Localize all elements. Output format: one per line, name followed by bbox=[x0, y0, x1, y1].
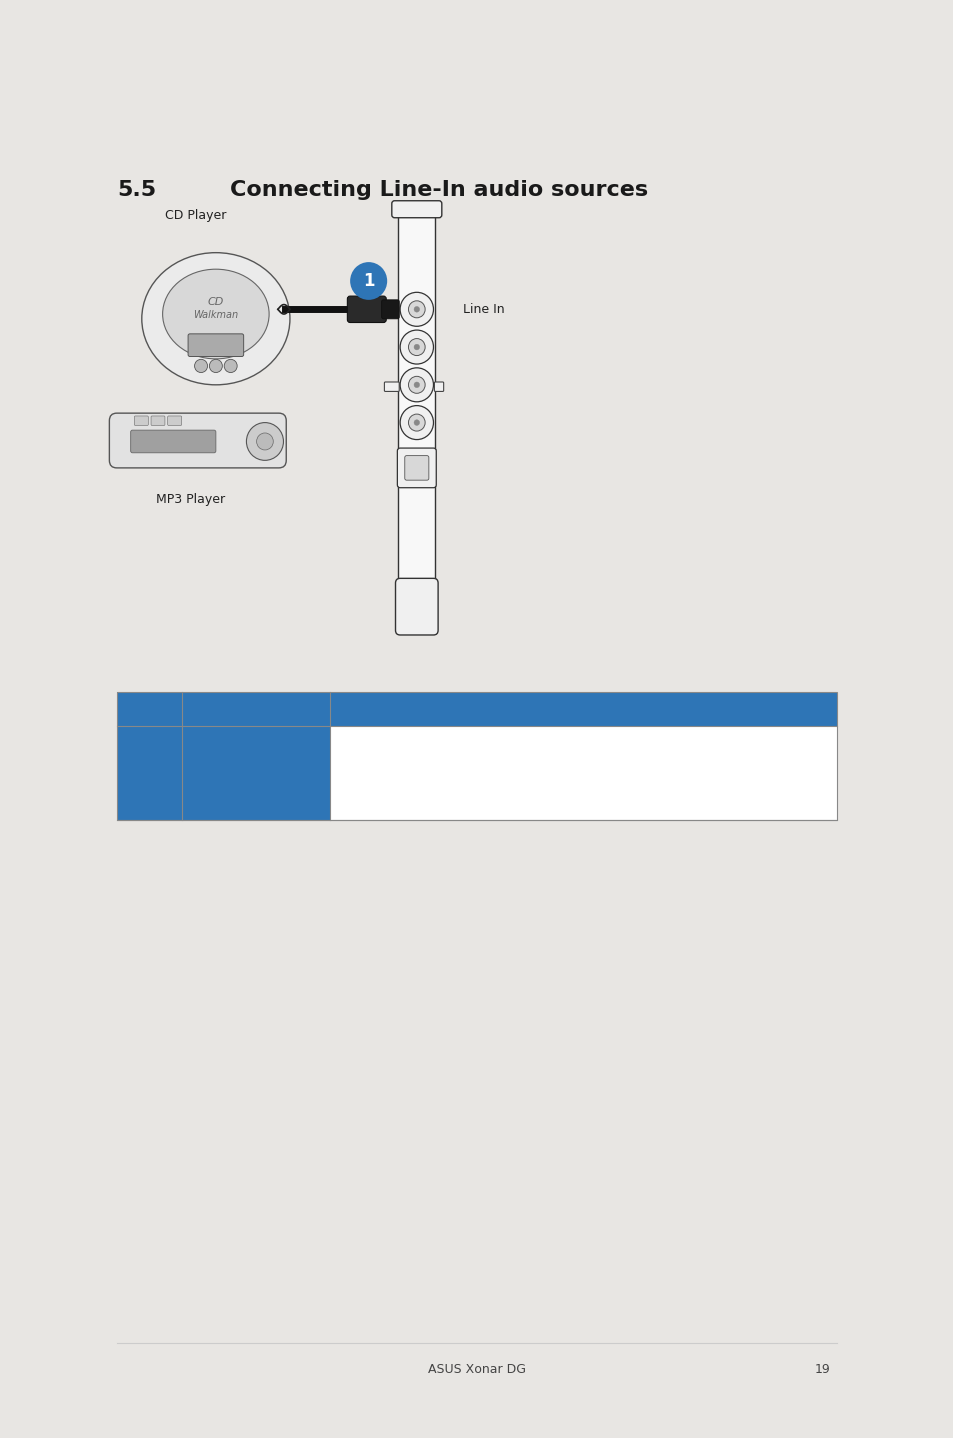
Text: No: No bbox=[128, 702, 149, 716]
Bar bbox=[330, 726, 837, 820]
Circle shape bbox=[224, 360, 237, 372]
FancyBboxPatch shape bbox=[168, 416, 181, 426]
Bar bbox=[116, 692, 837, 726]
Circle shape bbox=[350, 262, 387, 301]
Circle shape bbox=[399, 292, 433, 326]
Text: Description: Description bbox=[340, 702, 430, 716]
Text: Line Input Jack: Line Input Jack bbox=[193, 766, 309, 779]
FancyBboxPatch shape bbox=[134, 416, 148, 426]
Text: MP3 Player: MP3 Player bbox=[155, 493, 225, 506]
Text: CD Player: CD Player bbox=[165, 209, 226, 221]
Text: 1: 1 bbox=[128, 766, 136, 779]
Circle shape bbox=[246, 423, 283, 460]
FancyBboxPatch shape bbox=[347, 296, 386, 322]
Circle shape bbox=[408, 414, 425, 431]
Ellipse shape bbox=[142, 253, 290, 385]
FancyBboxPatch shape bbox=[151, 416, 165, 426]
Circle shape bbox=[194, 360, 208, 372]
Circle shape bbox=[414, 306, 419, 312]
FancyBboxPatch shape bbox=[131, 430, 215, 453]
Text: CD: CD bbox=[208, 296, 224, 306]
FancyBboxPatch shape bbox=[110, 413, 286, 467]
FancyBboxPatch shape bbox=[188, 334, 243, 357]
Circle shape bbox=[399, 368, 433, 401]
Bar bbox=[397, 209, 435, 588]
FancyBboxPatch shape bbox=[384, 383, 398, 391]
Text: 5.5: 5.5 bbox=[116, 180, 155, 200]
Text: ASUS Xonar DG: ASUS Xonar DG bbox=[428, 1363, 525, 1376]
Circle shape bbox=[414, 383, 419, 388]
FancyBboxPatch shape bbox=[381, 301, 398, 319]
Text: Walkman: Walkman bbox=[193, 311, 238, 321]
Text: 1: 1 bbox=[362, 272, 374, 290]
Text: sound recording (See the “Mixer” section of the driver guide).: sound recording (See the “Mixer” section… bbox=[340, 794, 754, 807]
Circle shape bbox=[408, 377, 425, 394]
FancyBboxPatch shape bbox=[392, 201, 441, 217]
Bar bbox=[116, 726, 330, 820]
Text: Connect the 3.5mm plug of the CD/MP3 Player or any other: Connect the 3.5mm plug of the CD/MP3 Pla… bbox=[340, 742, 738, 755]
FancyBboxPatch shape bbox=[397, 449, 436, 487]
Text: Item: Item bbox=[193, 702, 228, 716]
Circle shape bbox=[408, 301, 425, 318]
Circle shape bbox=[256, 433, 273, 450]
FancyBboxPatch shape bbox=[404, 456, 429, 480]
FancyBboxPatch shape bbox=[434, 383, 443, 391]
Text: 19: 19 bbox=[814, 1363, 829, 1376]
Text: Line level analog audio sources into this Line-In jack for: Line level analog audio sources into thi… bbox=[340, 768, 712, 781]
Circle shape bbox=[209, 360, 222, 372]
Circle shape bbox=[408, 338, 425, 355]
Text: Connecting Line-In audio sources: Connecting Line-In audio sources bbox=[230, 180, 647, 200]
Circle shape bbox=[414, 420, 419, 426]
FancyBboxPatch shape bbox=[395, 578, 437, 636]
Text: Line In: Line In bbox=[462, 303, 504, 316]
Bar bbox=[116, 692, 837, 820]
Circle shape bbox=[414, 344, 419, 349]
Circle shape bbox=[399, 331, 433, 364]
Ellipse shape bbox=[162, 269, 269, 360]
Circle shape bbox=[399, 406, 433, 440]
